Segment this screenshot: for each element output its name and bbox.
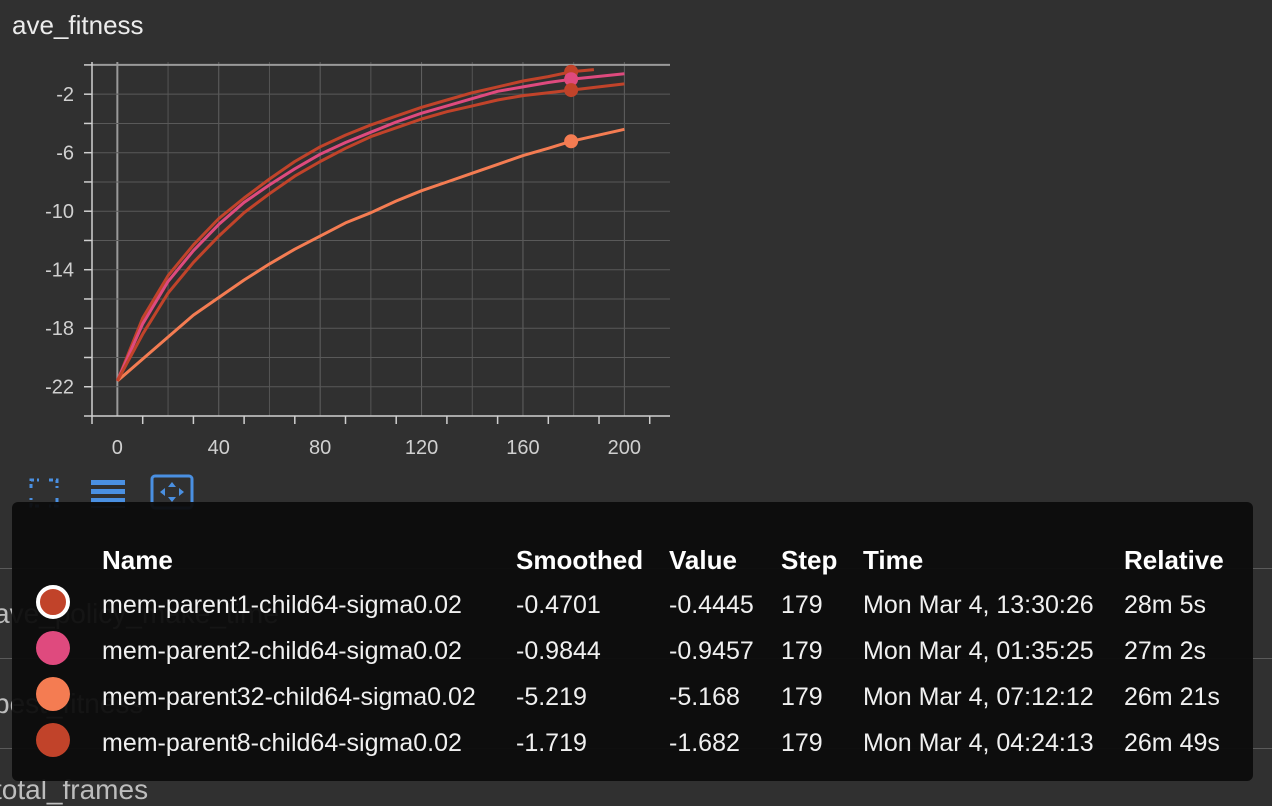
y-tick-label: -10: [45, 201, 74, 223]
tooltip-step-cell: 179: [781, 728, 823, 757]
tooltip-row: mem-parent32-child64-sigma0.02 -5.219 -5.1…: [36, 674, 1244, 720]
tooltip-time-cell: Mon Mar 4, 01:35:25: [863, 636, 1094, 665]
tooltip-smoothed-cell: -0.9844: [516, 636, 601, 665]
series-color-dot: [36, 722, 70, 757]
x-tick-label: 0: [112, 437, 123, 459]
y-tick-label: -22: [45, 377, 74, 399]
time-column-header: Time: [863, 544, 924, 575]
tooltip-time-cell: Mon Mar 4, 13:30:26: [863, 590, 1094, 619]
tooltip-step-cell: 179: [781, 590, 823, 619]
tooltip-smoothed-cell: -5.219: [516, 682, 587, 711]
tooltip-value-cell: -0.4445: [669, 590, 754, 619]
color-column-header: [36, 538, 102, 582]
series-swatch-cell: [36, 720, 102, 766]
tooltip-header-row: Name Smoothed Value Step Time Relative: [36, 538, 1244, 582]
x-tick-label: 120: [405, 437, 438, 459]
x-tick-label: 80: [309, 437, 331, 459]
series-color-dot: [36, 630, 70, 665]
tooltip-table: Name Smoothed Value Step Time Relative m…: [36, 538, 1244, 766]
tooltip-smoothed-cell: -0.4701: [516, 590, 601, 619]
tooltip-value-cell: -5.168: [669, 682, 740, 711]
highlight-point-3[interactable]: [564, 134, 579, 149]
tooltip-row: mem-parent8-child64-sigma0.02 -1.719 -1.68…: [36, 720, 1244, 766]
smoothed-column-header: Smoothed: [516, 544, 644, 575]
tooltip-name-cell: mem-parent8-child64-sigma0.02: [102, 728, 462, 757]
tooltip-relative-cell: 26m 49s: [1124, 728, 1220, 757]
data-tooltip: Name Smoothed Value Step Time Relative m…: [12, 502, 1253, 781]
tooltip-time-cell: Mon Mar 4, 04:24:13: [863, 728, 1094, 757]
tooltip-step-cell: 179: [781, 636, 823, 665]
x-tick-label: 160: [506, 437, 539, 459]
y-tick-label: -2: [56, 84, 74, 106]
fullscreen-button[interactable]: [22, 474, 66, 512]
tooltip-value-cell: -0.9457: [669, 636, 754, 665]
step-column-header: Step: [781, 544, 838, 575]
y-tick-label: -18: [45, 318, 74, 340]
tooltip-step-cell: 179: [781, 682, 823, 711]
tooltip-value-cell: -1.682: [669, 728, 740, 757]
series-color-dot: [36, 584, 70, 619]
tooltip-row: mem-parent1-child64-sigma0.02 -0.4701 -0.4…: [36, 582, 1244, 628]
series-color-dot: [36, 676, 70, 711]
chart-title: ave_fitness: [12, 10, 144, 40]
series-line-4[interactable]: [116, 82, 625, 382]
tooltip-name-cell: mem-parent32-child64-sigma0.02: [102, 682, 476, 711]
series-line-1[interactable]: [116, 68, 595, 382]
tooltip-relative-cell: 26m 21s: [1124, 682, 1220, 711]
fullscreen-icon: [29, 478, 59, 508]
x-tick-label: 40: [208, 437, 230, 459]
name-column-header: Name: [102, 544, 173, 575]
tooltip-relative-cell: 28m 5s: [1124, 590, 1206, 619]
y-tick-label: -14: [45, 260, 74, 282]
y-tick-label: -6: [56, 143, 74, 165]
highlight-point-2[interactable]: [564, 72, 579, 87]
x-tick-label: 200: [608, 437, 641, 459]
tooltip-name-cell: mem-parent2-child64-sigma0.02: [102, 636, 462, 665]
tooltip-row: mem-parent2-child64-sigma0.02 -0.9844 -0.9…: [36, 628, 1244, 674]
tooltip-relative-cell: 27m 2s: [1124, 636, 1206, 665]
highlight-point-4[interactable]: [564, 83, 579, 98]
tooltip-smoothed-cell: -1.719: [516, 728, 587, 757]
series-swatch-cell: [36, 674, 102, 720]
relative-column-header: Relative: [1124, 544, 1224, 575]
line-chart[interactable]: -2 -6 -10 -14 -18 -22 0 40 80 120 160 200: [0, 0, 700, 470]
value-column-header: Value: [669, 544, 737, 575]
series-line-2[interactable]: [116, 72, 625, 382]
series-swatch-cell: [36, 582, 102, 628]
series-line-3[interactable]: [116, 127, 625, 383]
tooltip-time-cell: Mon Mar 4, 07:12:12: [863, 682, 1094, 711]
tooltip-name-cell: mem-parent1-child64-sigma0.02: [102, 590, 462, 619]
series-swatch-cell: [36, 628, 102, 674]
